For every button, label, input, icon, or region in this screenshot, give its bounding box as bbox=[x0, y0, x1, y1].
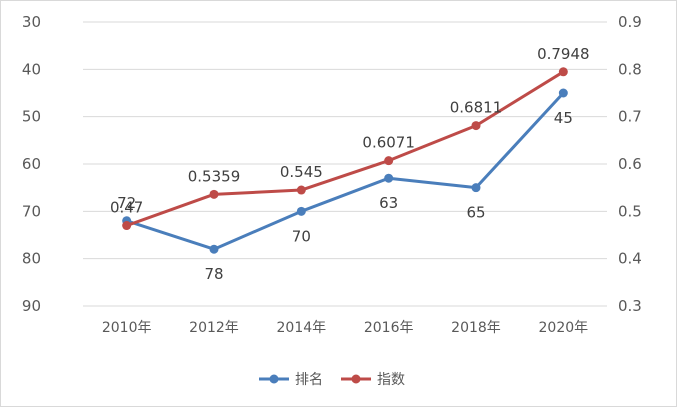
right-axis-tick-label: 0.3 bbox=[618, 297, 642, 315]
data-point bbox=[122, 221, 132, 231]
left-axis-tick-label: 70 bbox=[22, 202, 41, 220]
data-label: 70 bbox=[292, 227, 311, 245]
x-axis-tick-label: 2010年 bbox=[102, 320, 152, 336]
x-axis-tick-label: 2016年 bbox=[364, 320, 414, 336]
series-line bbox=[126, 91, 565, 251]
data-point bbox=[471, 183, 481, 193]
legend-item: 排名 bbox=[259, 372, 323, 388]
left-axis-tick-label: 30 bbox=[22, 13, 41, 31]
x-axis-tick-label: 2014年 bbox=[277, 320, 327, 336]
legend: 排名 指数 bbox=[259, 372, 405, 388]
right-axis-tick-label: 0.6 bbox=[618, 155, 642, 173]
left-axis-tick-label: 80 bbox=[22, 250, 41, 268]
x-axis-tick-label: 2012年 bbox=[189, 320, 239, 336]
data-label: 0.6811 bbox=[450, 99, 503, 117]
data-label: 0.545 bbox=[280, 163, 323, 181]
series-index: 0.47 0.5359 0.545 0.6071 0.6811 0.7948 bbox=[110, 45, 590, 231]
data-point bbox=[296, 185, 306, 195]
data-label: 78 bbox=[204, 265, 223, 283]
right-axis-tick-label: 0.4 bbox=[618, 250, 642, 268]
data-label: 0.5359 bbox=[188, 167, 241, 185]
legend-label: 指数 bbox=[377, 372, 405, 388]
x-axis-tick-label: 2020年 bbox=[539, 320, 589, 336]
left-axis-tick-label: 40 bbox=[22, 60, 41, 78]
data-point bbox=[558, 88, 568, 98]
left-axis-tick-label: 90 bbox=[22, 297, 41, 315]
legend-marker bbox=[269, 374, 279, 384]
data-label: 63 bbox=[379, 194, 398, 212]
right-axis-ticks: 0.9 0.8 0.7 0.6 0.5 0.4 0.3 bbox=[618, 13, 642, 315]
left-axis-tick-label: 60 bbox=[22, 155, 41, 173]
legend-item: 指数 bbox=[341, 372, 405, 388]
left-axis-ticks: 30 40 50 60 70 80 90 bbox=[22, 13, 41, 315]
x-axis-ticks: 2010年 2012年 2014年 2016年 2018年 2020年 bbox=[102, 320, 588, 336]
legend-label: 排名 bbox=[295, 372, 323, 388]
data-point bbox=[209, 189, 219, 199]
gridlines bbox=[83, 21, 607, 307]
series-line bbox=[126, 70, 565, 227]
data-label: 65 bbox=[466, 204, 485, 222]
data-point bbox=[384, 156, 394, 166]
series-rank: 72 78 70 63 65 45 bbox=[117, 88, 573, 283]
data-label: 72 bbox=[117, 194, 136, 212]
data-label: 0.7948 bbox=[537, 45, 590, 63]
legend-marker bbox=[351, 374, 361, 384]
left-axis-tick-label: 50 bbox=[22, 108, 41, 126]
right-axis-tick-label: 0.7 bbox=[618, 108, 642, 126]
data-label: 0.47 bbox=[110, 199, 143, 217]
right-axis-tick-label: 0.8 bbox=[618, 60, 642, 78]
x-axis-tick-label: 2018年 bbox=[451, 320, 501, 336]
data-point bbox=[558, 67, 568, 77]
data-point bbox=[296, 206, 306, 216]
right-axis-tick-label: 0.5 bbox=[618, 202, 642, 220]
data-point bbox=[471, 121, 481, 131]
right-axis-tick-label: 0.9 bbox=[618, 13, 642, 31]
data-label: 0.6071 bbox=[362, 134, 415, 152]
data-label: 45 bbox=[554, 109, 573, 127]
data-point bbox=[384, 173, 394, 183]
data-point bbox=[209, 244, 219, 254]
